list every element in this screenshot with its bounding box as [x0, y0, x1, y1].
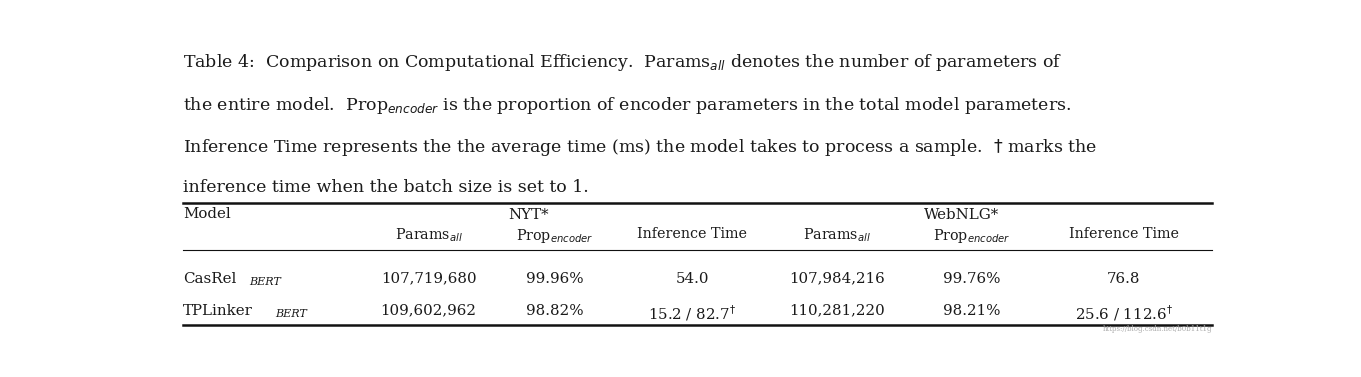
Text: 99.96%: 99.96% [527, 272, 584, 286]
Text: NYT*: NYT* [509, 208, 548, 222]
Text: Inference Time: Inference Time [1068, 227, 1179, 241]
Text: 107,984,216: 107,984,216 [789, 272, 885, 286]
Text: 109,602,962: 109,602,962 [381, 303, 476, 317]
Text: 107,719,680: 107,719,680 [381, 272, 476, 286]
Text: Model: Model [182, 207, 230, 221]
Text: 98.82%: 98.82% [527, 303, 584, 317]
Text: 25.6 / 112.6$^{\dagger}$: 25.6 / 112.6$^{\dagger}$ [1075, 303, 1173, 323]
Text: 99.76%: 99.76% [943, 272, 1000, 286]
Text: inference time when the batch size is set to 1.: inference time when the batch size is se… [182, 179, 588, 196]
Text: CasRel: CasRel [182, 272, 237, 286]
Text: 110,281,220: 110,281,220 [789, 303, 885, 317]
Text: Table 4:  Comparison on Computational Efficiency.  Params$_{all}$ denotes the nu: Table 4: Comparison on Computational Eff… [182, 52, 1062, 74]
Text: 98.21%: 98.21% [943, 303, 1000, 317]
Text: Params$_{all}$: Params$_{all}$ [395, 227, 463, 244]
Text: https://blog.csdn.net/b0b11t1g: https://blog.csdn.net/b0b11t1g [1102, 325, 1213, 333]
Text: WebNLG*: WebNLG* [924, 208, 999, 222]
Text: Inference Time represents the the average time (ms) the model takes to process a: Inference Time represents the the averag… [182, 137, 1097, 158]
Text: BERT: BERT [275, 309, 308, 319]
Text: TPLinker: TPLinker [182, 303, 253, 317]
Text: 15.2 / 82.7$^{\dagger}$: 15.2 / 82.7$^{\dagger}$ [648, 303, 736, 323]
Text: 76.8: 76.8 [1106, 272, 1141, 286]
Text: Params$_{all}$: Params$_{all}$ [803, 227, 871, 244]
Text: Inference Time: Inference Time [637, 227, 747, 241]
Text: 54.0: 54.0 [675, 272, 709, 286]
Text: Prop$_{encoder}$: Prop$_{encoder}$ [934, 227, 1010, 245]
Text: Prop$_{encoder}$: Prop$_{encoder}$ [516, 227, 593, 245]
Text: the entire model.  Prop$_{encoder}$ is the proportion of encoder parameters in t: the entire model. Prop$_{encoder}$ is th… [182, 95, 1071, 116]
Text: BERT: BERT [249, 277, 280, 287]
